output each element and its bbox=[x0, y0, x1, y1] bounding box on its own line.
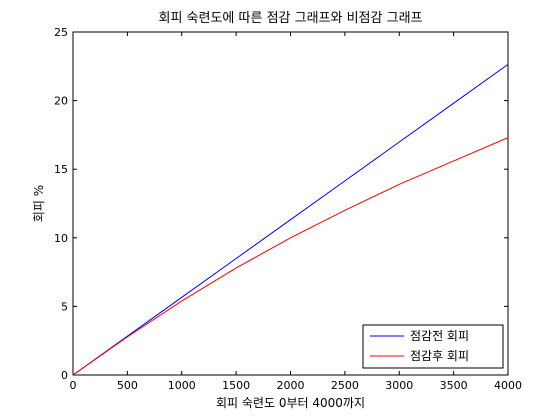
legend: 점감전 회피 점감후 회피 bbox=[362, 324, 504, 369]
x-tick-label: 0 bbox=[70, 379, 77, 392]
y-tick-label: 10 bbox=[54, 232, 68, 245]
chart-title: 회피 숙련도에 따른 점감 그래프와 비점감 그래프 bbox=[159, 11, 423, 26]
series-line-0 bbox=[72, 63, 509, 376]
y-tick-label: 20 bbox=[54, 95, 68, 108]
x-tick-label: 2500 bbox=[331, 379, 359, 392]
y-tick-label: 25 bbox=[54, 26, 68, 39]
x-tick-label: 3500 bbox=[440, 379, 468, 392]
legend-label-after: 점감후 회피 bbox=[410, 349, 469, 363]
x-tick-label: 3000 bbox=[385, 379, 413, 392]
y-axis-ticks: 0 5 10 15 20 25 bbox=[54, 26, 508, 382]
y-tick-label: 0 bbox=[61, 369, 68, 382]
x-tick-label: 1500 bbox=[222, 379, 250, 392]
series-lines bbox=[72, 63, 509, 376]
x-axis-label: 회피 숙련도 0부터 4000까지 bbox=[216, 396, 365, 410]
legend-label-before: 점감전 회피 bbox=[410, 329, 469, 343]
x-axis-ticks: 0 500 1000 1500 2000 2500 3000 3500 4000 bbox=[70, 32, 522, 392]
y-tick-label: 15 bbox=[54, 163, 68, 176]
y-axis-label: 회피 % bbox=[32, 185, 46, 222]
x-tick-label: 4000 bbox=[494, 379, 522, 392]
x-tick-label: 2000 bbox=[277, 379, 305, 392]
x-tick-label: 1000 bbox=[168, 379, 196, 392]
y-tick-label: 5 bbox=[61, 300, 68, 313]
series-line-1 bbox=[72, 137, 509, 376]
x-tick-label: 500 bbox=[117, 379, 138, 392]
plot-area bbox=[72, 31, 509, 376]
legend-box bbox=[362, 324, 504, 369]
